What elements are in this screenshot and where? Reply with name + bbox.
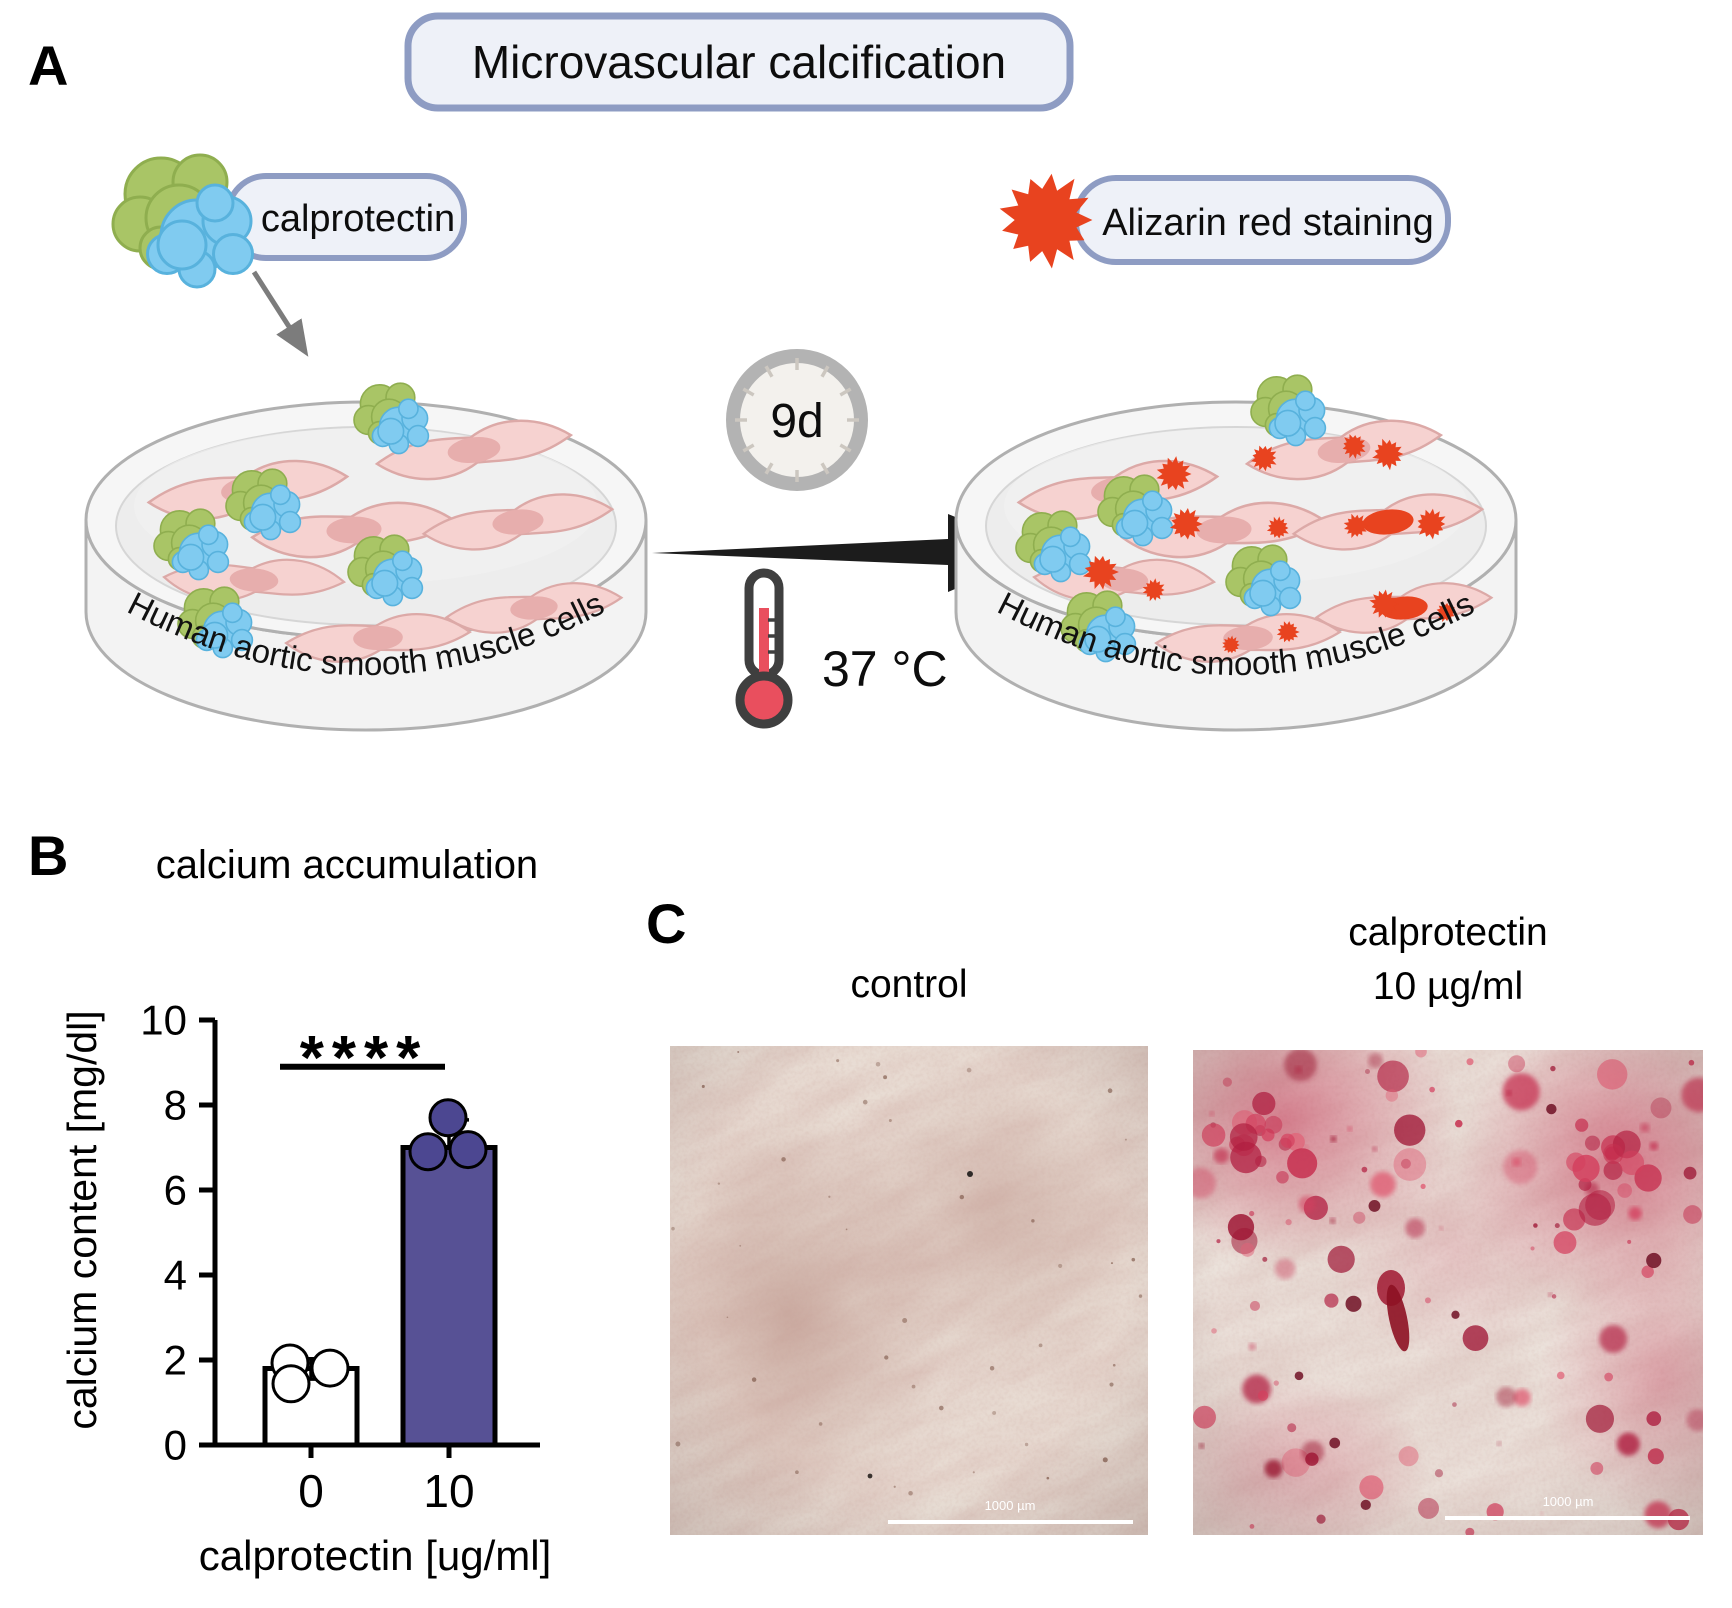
alizarin-label: Alizarin red staining xyxy=(1102,202,1434,244)
calprotectin-molecule-icon xyxy=(177,586,254,659)
y-tick-label: 0 xyxy=(164,1422,187,1469)
chart-title: calcium accumulation xyxy=(155,843,539,887)
calcification-deposit-icon xyxy=(1417,508,1446,540)
calprotectin-molecule-icon xyxy=(1060,590,1137,663)
x-tick-label: 10 xyxy=(423,1465,474,1517)
calprotectin-molecule-icon xyxy=(153,508,230,581)
data-point xyxy=(310,1348,350,1388)
calcification-deposit-icon xyxy=(1170,508,1203,540)
calcification-deposit-icon xyxy=(1266,516,1289,539)
smooth-muscle-cell xyxy=(374,419,574,481)
calprotectin-molecule-icon xyxy=(1250,374,1327,447)
calprotectin-protein-icon xyxy=(111,153,254,289)
calcification-deposit-icon xyxy=(1083,555,1119,590)
petri-dish-before: Human aortic smooth muscle cells xyxy=(84,382,648,732)
x-tick-label: 0 xyxy=(298,1465,324,1517)
calprotectin-molecule-icon xyxy=(1015,510,1092,583)
petri-dish-after: Human aortic smooth muscle cells xyxy=(954,374,1518,732)
add-calprotectin-arrow-icon xyxy=(251,270,309,357)
micrograph-caption-line2: 10 µg/ml xyxy=(1372,964,1524,1008)
calcification-deposit-icon xyxy=(1342,434,1366,459)
bar xyxy=(400,1145,498,1448)
figure-title: Microvascular calcification xyxy=(472,36,1006,88)
calcification-deposit-icon xyxy=(1343,513,1369,538)
temperature-label: 37 °C xyxy=(822,641,948,697)
calcification-deposit-icon xyxy=(1251,445,1277,472)
calcification-deposit-icon xyxy=(1436,602,1456,622)
calprotectin-molecule-icon xyxy=(111,153,254,289)
micrograph-caption-line1: calprotectin xyxy=(1348,911,1548,954)
panel-b-label: B xyxy=(28,824,69,887)
calprotectin-molecule-icon xyxy=(1097,474,1174,547)
panel-a-schematic: Microvascular calcification calprotectin… xyxy=(84,12,1518,732)
y-axis-label: calcium content [mg/dl] xyxy=(59,1010,105,1429)
calprotectin-label-box: calprotectin xyxy=(225,173,467,261)
calcification-deposit-icon xyxy=(1372,438,1404,471)
calcification-deposit-icon xyxy=(1156,456,1192,491)
calcification-deposit-icon xyxy=(1222,635,1240,654)
data-point xyxy=(428,1098,468,1138)
y-tick-label: 2 xyxy=(164,1337,187,1384)
y-tick-label: 6 xyxy=(164,1167,187,1214)
data-point xyxy=(448,1130,488,1170)
data-point xyxy=(408,1132,448,1172)
significance-stars: **** xyxy=(300,1024,429,1093)
smooth-muscle-cell xyxy=(1291,493,1485,551)
y-tick-label: 8 xyxy=(164,1082,187,1129)
calcification-deposit-icon xyxy=(1142,578,1165,602)
micrograph-caption-control: control xyxy=(850,963,968,1006)
smooth-muscle-cell xyxy=(284,613,472,663)
x-axis-label: calprotectin [ug/ml] xyxy=(199,1532,552,1579)
calprotectin-molecule-icon xyxy=(347,534,424,607)
title-box: Microvascular calcification xyxy=(404,12,1074,112)
y-tick-label: 4 xyxy=(164,1252,187,1299)
alizarin-stain-icon xyxy=(999,173,1093,269)
thermometer-icon xyxy=(735,568,793,729)
calprotectin-molecule-icon xyxy=(353,382,430,455)
panel-c-label: C xyxy=(646,892,687,955)
micrograph-control: 1000 µm xyxy=(670,1046,1148,1535)
calcium-bar-chart: 0 2 4 6 8 10 calcium content [mg/dl] 0 10 **** cal… xyxy=(59,997,552,1580)
y-tick-label: 10 xyxy=(140,997,187,1044)
scalebar: 1000 µm xyxy=(888,1498,1133,1524)
data-point xyxy=(271,1364,311,1404)
micrograph-calprotectin: 1000 µm xyxy=(1193,1050,1703,1535)
scalebar: 1000 µm xyxy=(1445,1494,1690,1520)
scalebar-label: 1000 µm xyxy=(985,1498,1036,1513)
incubation-duration: 9d xyxy=(770,395,823,448)
calcification-deposit-icon xyxy=(1369,589,1399,618)
calprotectin-molecule-icon xyxy=(1225,544,1302,617)
smooth-muscle-cell xyxy=(444,582,624,634)
calcification-deposit-icon xyxy=(1276,621,1300,643)
smooth-muscle-cell xyxy=(421,493,615,551)
calcification-deposit-icon xyxy=(999,173,1093,269)
time-course-arrow-icon xyxy=(652,514,1042,592)
alizarin-label-box: Alizarin red staining xyxy=(1073,175,1451,265)
scalebar-label: 1000 µm xyxy=(1543,1494,1594,1509)
clock-icon: 9d xyxy=(726,349,868,491)
panel-a-label: A xyxy=(28,34,69,97)
calprotectin-molecule-icon xyxy=(225,468,302,541)
micrograph-caption-calprotectin: calprotectin 10 µg/ml xyxy=(1248,906,1648,1014)
calprotectin-label: calprotectin xyxy=(261,198,455,240)
